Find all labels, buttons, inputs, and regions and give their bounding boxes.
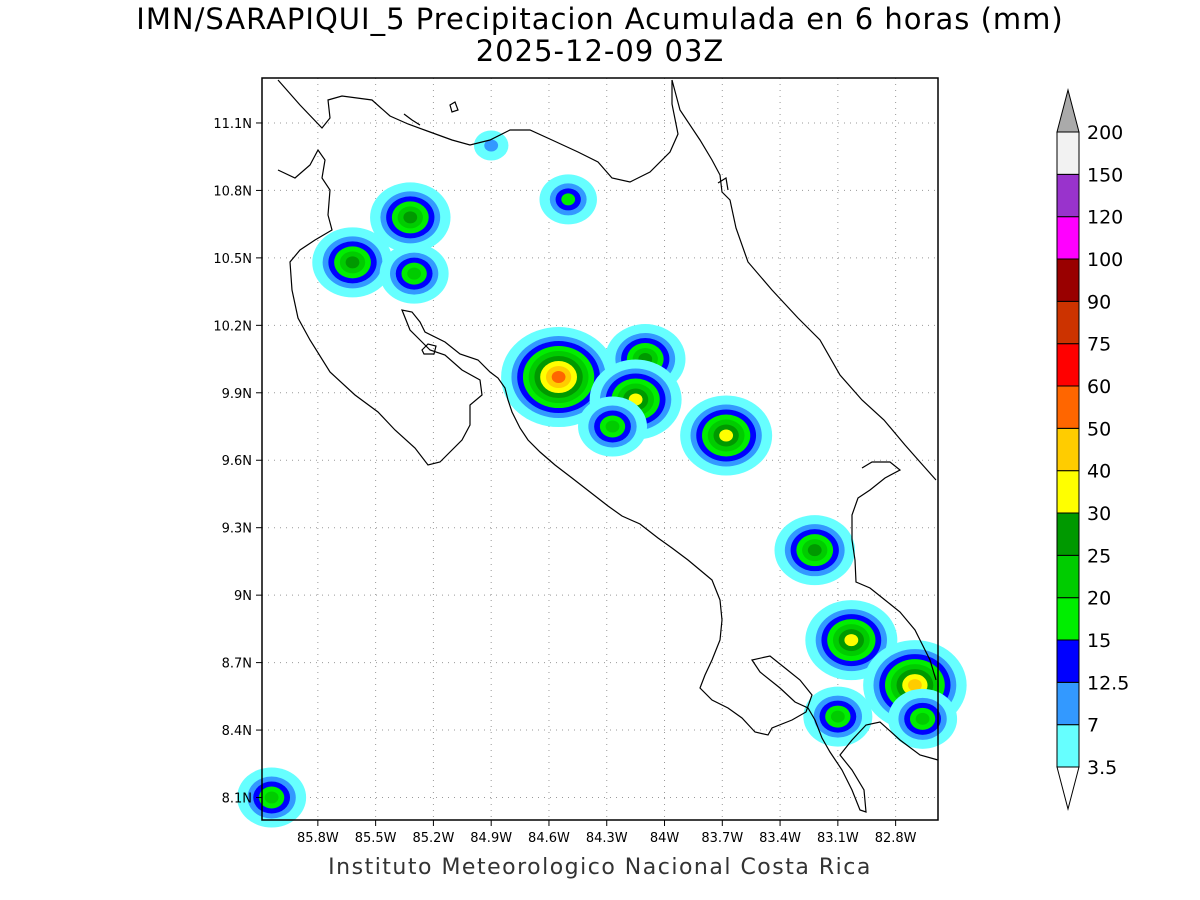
x-tick-label: 83.4W (759, 831, 801, 846)
precip-cell (680, 395, 773, 476)
precip-contour (844, 634, 859, 647)
precip-cell (578, 396, 648, 457)
colorbar-segment (1056, 639, 1080, 683)
precip-contour (264, 791, 279, 804)
y-tick-label: 9N (234, 589, 252, 604)
y-tick-label: 8.1N (222, 792, 252, 807)
colorbar-segment (1056, 173, 1080, 218)
precip-contour (551, 371, 566, 384)
precip-contour (407, 267, 422, 280)
colorbar-segment (1056, 512, 1080, 556)
colorbar-upper-arrow (1056, 88, 1080, 133)
precip-contour (719, 429, 734, 442)
colorbar-label: 20 (1087, 588, 1111, 610)
precip-cell (888, 688, 958, 749)
colorbar-label: 150 (1087, 164, 1123, 186)
coastline (277, 79, 939, 813)
y-tick-label: 10.8N (213, 184, 252, 199)
x-tick-label: 83.1W (817, 831, 859, 846)
colorbar-segment (1056, 258, 1080, 302)
x-tick-label: 84.9W (470, 831, 512, 846)
precip-contour (403, 211, 418, 224)
colorbar-segment (1056, 597, 1080, 641)
colorbar-segment (1056, 131, 1080, 175)
x-tick-label: 84.6W (528, 831, 570, 846)
colorbar-label: 60 (1087, 376, 1111, 398)
x-tick-label: 85.8W (297, 831, 339, 846)
x-tick-label: 85.5W (355, 831, 397, 846)
colorbar-segment (1056, 216, 1080, 260)
colorbar: 3.5 7 12.5 15 20 25 30 40 50 60 75 90 100 120 150 200 (1056, 88, 1129, 811)
y-tick-label: 9.9N (222, 387, 252, 402)
colorbar-segment (1056, 385, 1080, 429)
colorbar-label: 12.5 (1087, 672, 1129, 694)
colorbar-label: 30 (1087, 503, 1111, 525)
colorbar-segment (1056, 300, 1080, 345)
colorbar-segment (1056, 724, 1080, 768)
x-tick-label: 85.2W (413, 831, 455, 846)
precip-contour (907, 679, 922, 692)
y-tick-label: 11.1N (213, 117, 252, 132)
precip-cell (501, 327, 617, 428)
precip-cell (379, 243, 449, 304)
colorbar-label: 3.5 (1087, 757, 1117, 779)
precip-contour (605, 420, 620, 433)
map-frame (261, 77, 939, 821)
precip-contour (830, 710, 845, 723)
colorbar-label: 100 (1087, 249, 1123, 271)
colorbar-segment (1056, 427, 1080, 472)
precip-contour (915, 712, 930, 725)
colorbar-label: 7 (1087, 715, 1099, 737)
y-tick-label: 9.3N (222, 522, 252, 537)
map-datetime: 2025-12-09 03Z (475, 34, 725, 68)
precip-cell (774, 515, 855, 586)
x-tick-label: 84W (650, 831, 680, 846)
colorbar-lower-arrow (1056, 766, 1080, 811)
colorbar-segment (1056, 681, 1080, 726)
precip-cell (803, 686, 873, 747)
y-tick-label: 9.6N (222, 454, 252, 469)
precip-cell (370, 182, 451, 253)
footer-credit: Instituto Meteorologico Nacional Costa R… (328, 855, 872, 880)
colorbar-segment (1056, 554, 1080, 599)
x-tick-label: 83.7W (701, 831, 743, 846)
precip-cell (473, 130, 509, 161)
colorbar-segment (1056, 343, 1080, 387)
colorbar-label: 75 (1087, 334, 1111, 356)
colorbar-label: 40 (1087, 461, 1111, 483)
colorbar-segment (1056, 470, 1080, 514)
y-tick-label: 8.7N (222, 657, 252, 672)
precip-contour (345, 256, 360, 269)
colorbar-label: 25 (1087, 545, 1111, 567)
colorbar-label: 120 (1087, 207, 1123, 229)
longitude-axis: 85.8W 85.5W 85.2W 84.9W 84.6W 84.3W 84W 83.7W 83… (297, 820, 917, 846)
x-tick-label: 82.8W (875, 831, 917, 846)
colorbar-label: 15 (1087, 630, 1111, 652)
precip-cell (312, 227, 393, 298)
colorbar-label: 200 (1087, 122, 1123, 144)
map-title: IMN/SARAPIQUI_5 Precipitacion Acumulada … (136, 2, 1064, 36)
precip-contour (807, 544, 822, 557)
precip-cell (539, 174, 597, 225)
colorbar-label: 50 (1087, 418, 1111, 440)
x-tick-label: 84.3W (586, 831, 628, 846)
precip-contour (561, 193, 576, 206)
y-tick-label: 8.4N (222, 724, 252, 739)
y-tick-label: 10.2N (213, 319, 252, 334)
colorbar-label: 90 (1087, 291, 1111, 313)
y-tick-label: 10.5N (213, 252, 252, 267)
precipitation-field (237, 130, 967, 828)
precip-contour (484, 139, 499, 152)
latitude-axis: 8.1N 8.4N 8.7N 9N 9.3N 9.6N 9.9N 10.2N 10.5N 10.8… (213, 117, 262, 807)
